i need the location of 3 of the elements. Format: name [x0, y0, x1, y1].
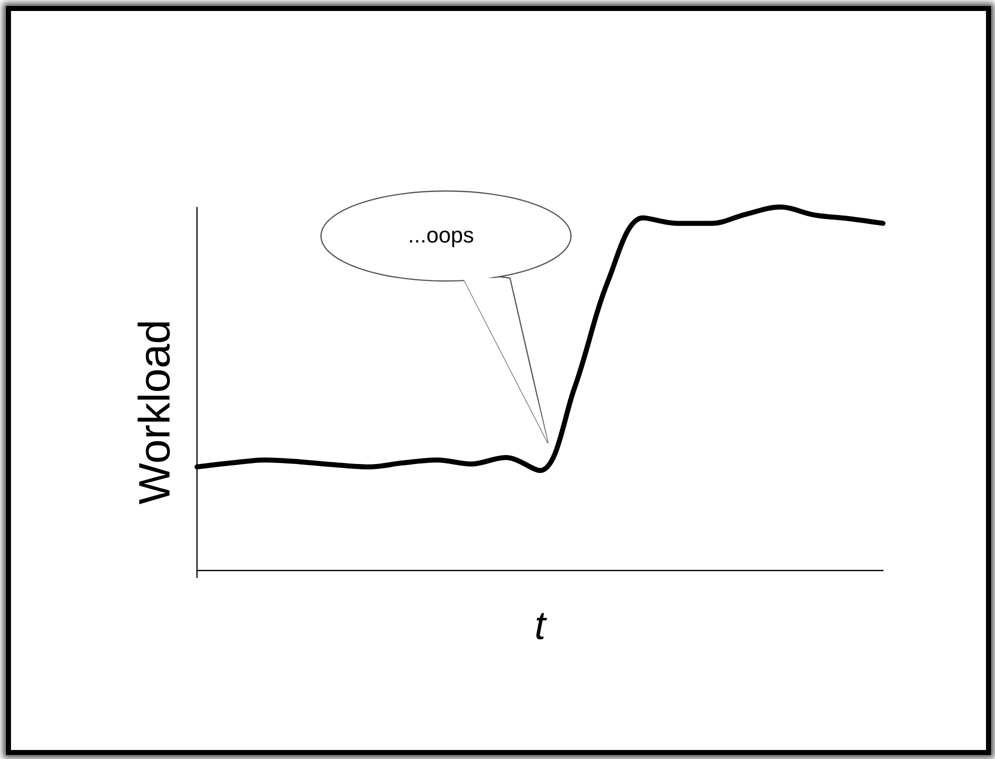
annotation: ...oops — [408, 222, 474, 248]
x-axis-title: t — [534, 604, 548, 648]
y-axis-title: Workload — [130, 319, 180, 505]
